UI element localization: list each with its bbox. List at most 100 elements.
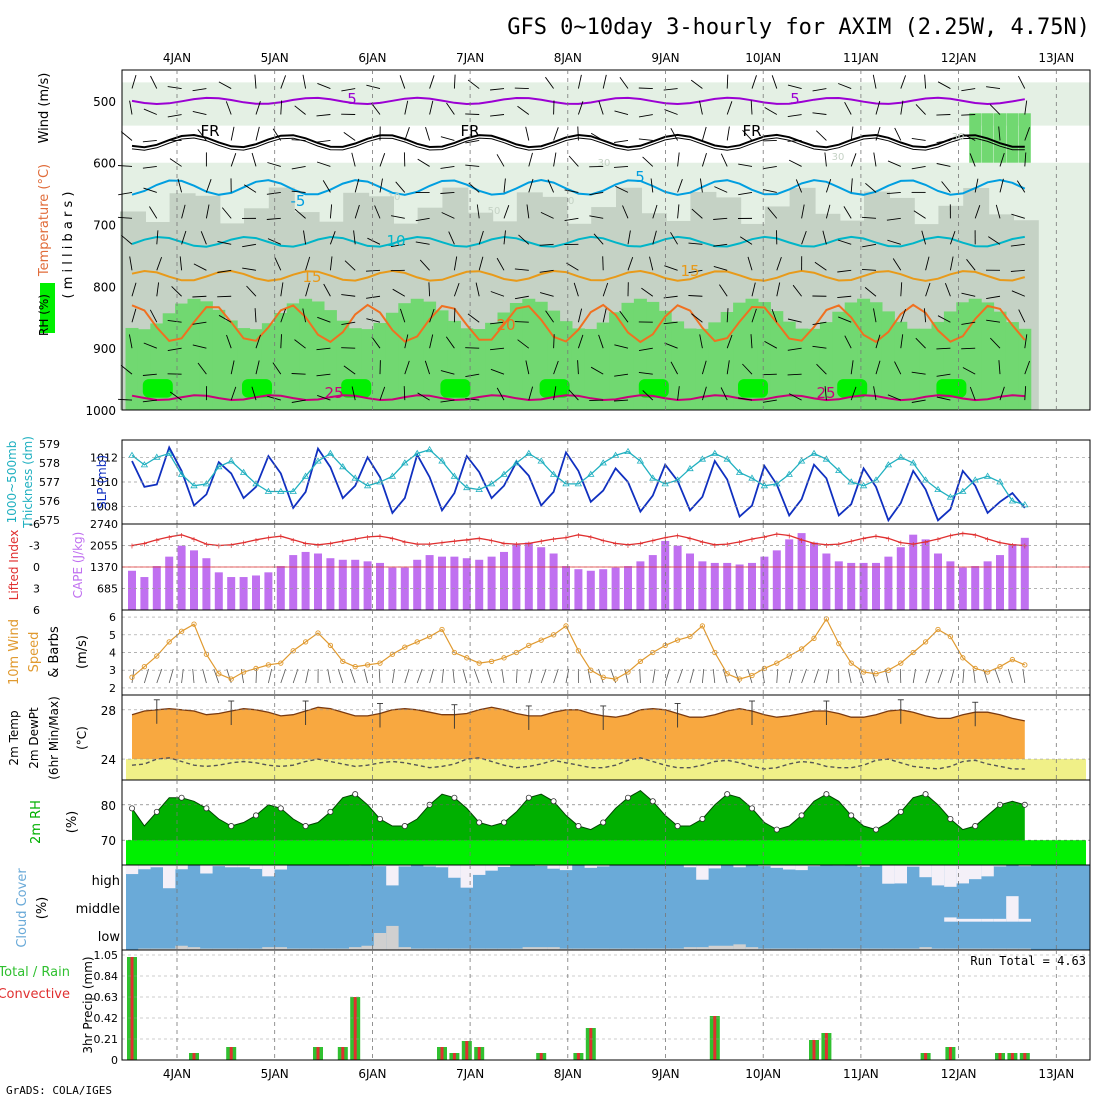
wind-barb	[924, 74, 927, 89]
pressure-tick-label-3: 800	[93, 280, 116, 294]
cloud-low-bar	[225, 948, 238, 950]
wind-barb	[317, 82, 331, 89]
wind-barb	[690, 79, 703, 89]
wind-barb	[131, 74, 137, 89]
wind-barb	[627, 256, 634, 271]
wind-barb	[525, 126, 530, 141]
wind-barb	[316, 114, 331, 117]
cape-bar	[438, 556, 446, 610]
wind-barb	[156, 282, 160, 297]
wind-barb	[181, 204, 186, 219]
cloud-mid-bar	[956, 918, 969, 922]
cloud-high-bar	[696, 865, 709, 880]
rh-cell-bright	[440, 379, 471, 398]
wind-barb	[936, 347, 951, 350]
wind-speed-point	[439, 626, 445, 633]
wind-barb	[713, 217, 728, 220]
cloud-low-bar	[547, 947, 560, 950]
lifted-index-point: +	[674, 531, 681, 540]
wind-barb	[131, 282, 137, 297]
cloud-high-bar	[807, 865, 821, 867]
cape-bar	[165, 556, 174, 610]
date-label-bottom-3: 7JAN	[456, 1067, 484, 1081]
wind-speed-point	[811, 635, 817, 641]
surface-wind-barb	[624, 668, 629, 684]
thickness-point	[252, 480, 260, 487]
wind-barb	[503, 230, 506, 245]
slp-tick-label-0: 1008	[90, 501, 118, 514]
cloud-low-bar	[621, 948, 635, 950]
lifted-index-axis-label: Lifted Index	[7, 530, 21, 601]
precip-tick-label-2: 0.42	[94, 1012, 119, 1025]
rh-cell-green	[385, 312, 399, 410]
wind-barb	[598, 101, 604, 115]
cloud-low-bar	[311, 948, 325, 950]
cloud-low-bar	[535, 947, 548, 950]
surface-wind-barb	[639, 668, 641, 684]
cloud-high-bar	[857, 865, 870, 867]
wind-barb	[762, 165, 777, 170]
wind-barb	[750, 100, 753, 115]
wind-barb	[243, 184, 257, 193]
rh-cell-green	[993, 311, 1007, 410]
wind-barb	[642, 390, 654, 401]
cloud-low-bar	[646, 948, 659, 950]
contour-label-19: 10	[594, 282, 607, 293]
cloud-low-bar	[237, 948, 250, 950]
wind-barb	[1010, 243, 1025, 247]
cloud-low-bar	[485, 948, 498, 950]
wind-barb	[999, 386, 1005, 401]
cloud-high-bar	[783, 865, 796, 870]
lifted-index-point: +	[129, 542, 136, 551]
cape-bar	[760, 556, 769, 610]
wind-barb	[837, 269, 852, 273]
wind-barb	[974, 178, 979, 193]
cape-bar	[710, 562, 719, 610]
wind-speed-point	[898, 660, 904, 666]
lifted-index-point: +	[501, 539, 508, 548]
dewpoint-line	[131, 757, 1025, 770]
cloud-low-bar	[931, 948, 945, 950]
wind-barb	[969, 386, 976, 401]
lifted-index-point: +	[389, 534, 396, 543]
cloud-low-bar	[1018, 948, 1031, 950]
wind-barb	[526, 204, 530, 219]
lifted-index-point: +	[488, 536, 495, 545]
date-label-bottom-1: 5JAN	[261, 1067, 289, 1081]
pressure-units-label: ( m i l l i b a r s )	[61, 192, 76, 299]
wind-barb	[371, 336, 381, 349]
lifted-index-point: +	[327, 539, 334, 548]
date-label-top-9: 13JAN	[1038, 51, 1074, 65]
cape-bar	[648, 555, 657, 610]
wind-barb	[642, 156, 654, 167]
rh2m-point	[922, 791, 929, 798]
wind-barb	[272, 362, 282, 375]
wind-speed-point	[922, 639, 929, 645]
precip-background	[122, 950, 1090, 1060]
wind-barb	[429, 75, 435, 89]
cape-bar	[177, 545, 186, 610]
thickness-point	[339, 463, 347, 470]
wind-speed-point	[526, 642, 532, 649]
surface-wind-barb	[788, 668, 794, 684]
wind-speed-point	[637, 658, 644, 665]
isotherm-line-15	[131, 269, 1026, 282]
date-label-bottom-8: 12JAN	[941, 1067, 977, 1081]
wind-barb	[302, 308, 307, 323]
wind-speed-point	[1009, 656, 1016, 663]
cape-bar	[624, 566, 632, 610]
surface-wind-barb	[441, 668, 444, 684]
date-label-bottom-0: 4JAN	[163, 1067, 191, 1081]
isotherm-line-5	[131, 96, 1025, 106]
wind-barb	[429, 100, 434, 115]
wind-speed-point	[625, 669, 631, 675]
thickness-axis-label-1: 1000~500mb	[5, 441, 19, 524]
wind-speed-point	[836, 640, 842, 647]
cape-bar	[748, 562, 756, 610]
cape-bar	[326, 558, 335, 610]
wind-speed-point	[761, 665, 768, 672]
contour-label-13: 30	[598, 158, 611, 169]
wind-barb	[217, 295, 232, 298]
rh2m-point	[972, 823, 979, 830]
wind-barb	[217, 241, 232, 245]
